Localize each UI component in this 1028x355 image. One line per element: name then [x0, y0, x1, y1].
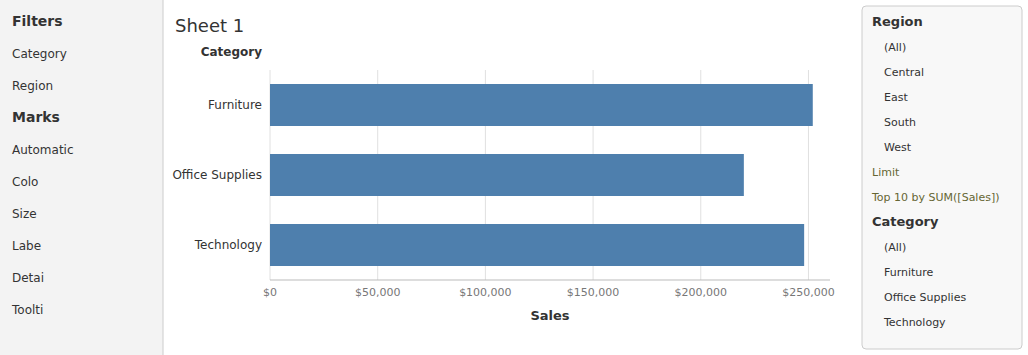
panel-text: Size — [12, 207, 37, 221]
y-tick-label: Furniture — [208, 98, 262, 112]
panel-text: (All) — [884, 41, 906, 54]
panel-text: Technology — [883, 316, 946, 329]
panel-text: Office Supplies — [884, 291, 966, 304]
x-tick-label: $150,000 — [567, 286, 620, 299]
x-axis-label: Sales — [530, 308, 569, 323]
panel-text: Limit — [872, 166, 900, 179]
x-tick-label: $200,000 — [675, 286, 728, 299]
bars — [270, 84, 813, 266]
panel-text: Region — [12, 79, 53, 93]
x-tick-label: $50,000 — [355, 286, 401, 299]
panel-border — [163, 0, 164, 355]
panel-text: Filters — [12, 13, 63, 29]
y-axis-label: Category — [201, 45, 263, 59]
panel-text: Category — [12, 47, 67, 61]
panel-text: South — [884, 116, 916, 129]
panel-text: Toolti — [11, 303, 43, 317]
x-tick-label: $100,000 — [459, 286, 512, 299]
bar — [270, 154, 744, 196]
title: Sheet 1 — [175, 15, 244, 36]
panel-text: Region — [872, 14, 923, 29]
x-tick-label: $0 — [263, 286, 277, 299]
panel-text: (All) — [884, 241, 906, 254]
panel-text: Marks — [12, 109, 60, 125]
bar — [270, 84, 813, 126]
right-panel — [862, 6, 1022, 349]
panel-text: Detai — [12, 271, 44, 285]
panel-text: East — [884, 91, 908, 104]
panel-text: Category — [872, 214, 939, 229]
panel-text: West — [884, 141, 912, 154]
chart: Filters Category Region Marks Automatic Colo S… — [0, 0, 1028, 355]
bar — [270, 224, 804, 266]
left-panel — [0, 0, 163, 355]
panel-text: Labe — [12, 239, 41, 253]
x-tick-label: $250,000 — [782, 286, 835, 299]
y-tick-label: Office Supplies — [172, 168, 262, 182]
panel-text: Top 10 by SUM([Sales]) — [871, 191, 1000, 204]
panel-text: Furniture — [884, 266, 934, 279]
panel-text: Automatic — [12, 143, 74, 157]
y-tick-label: Technology — [194, 238, 262, 252]
panel-text: Central — [884, 66, 924, 79]
panel-text: Colo — [12, 175, 38, 189]
x-axis-line — [270, 280, 830, 281]
